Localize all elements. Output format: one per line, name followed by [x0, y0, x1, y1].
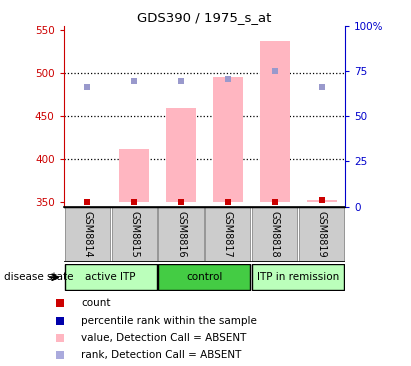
Bar	[299, 207, 344, 261]
Bar	[252, 264, 344, 291]
Point	[319, 84, 325, 90]
Point	[178, 78, 184, 84]
Bar	[212, 76, 243, 202]
Title: GDS390 / 1975_s_at: GDS390 / 1975_s_at	[137, 11, 272, 25]
Text: percentile rank within the sample: percentile rank within the sample	[81, 316, 257, 326]
Text: disease state: disease state	[4, 272, 74, 282]
Point	[272, 68, 278, 74]
Point	[319, 197, 325, 203]
Bar	[252, 207, 298, 261]
Bar	[159, 207, 203, 261]
Point	[131, 199, 137, 205]
Text: control: control	[186, 272, 223, 282]
Text: GSM8819: GSM8819	[317, 211, 327, 258]
Text: GSM8814: GSM8814	[82, 211, 92, 258]
Text: count: count	[81, 298, 111, 308]
Bar	[159, 264, 250, 291]
Bar	[111, 207, 157, 261]
Bar	[65, 264, 157, 291]
Point	[57, 335, 64, 341]
Point	[57, 352, 64, 358]
Text: GSM8816: GSM8816	[176, 211, 186, 258]
Point	[225, 199, 231, 205]
Point	[131, 78, 137, 84]
Text: value, Detection Call = ABSENT: value, Detection Call = ABSENT	[81, 333, 247, 343]
Point	[84, 84, 90, 90]
Point	[57, 318, 64, 324]
Text: active ITP: active ITP	[85, 272, 136, 282]
Text: GSM8817: GSM8817	[223, 211, 233, 258]
Text: ITP in remission: ITP in remission	[257, 272, 339, 282]
Text: rank, Detection Call = ABSENT: rank, Detection Call = ABSENT	[81, 351, 242, 361]
Point	[225, 76, 231, 82]
Text: GSM8818: GSM8818	[270, 211, 280, 258]
Point	[57, 300, 64, 306]
Bar	[119, 149, 149, 202]
Bar	[260, 41, 290, 202]
Bar	[206, 207, 250, 261]
Bar	[307, 200, 337, 202]
Text: GSM8815: GSM8815	[129, 211, 139, 258]
Point	[272, 199, 278, 205]
Point	[178, 199, 184, 205]
Bar	[166, 108, 196, 202]
Bar	[65, 207, 110, 261]
Point	[84, 199, 90, 205]
